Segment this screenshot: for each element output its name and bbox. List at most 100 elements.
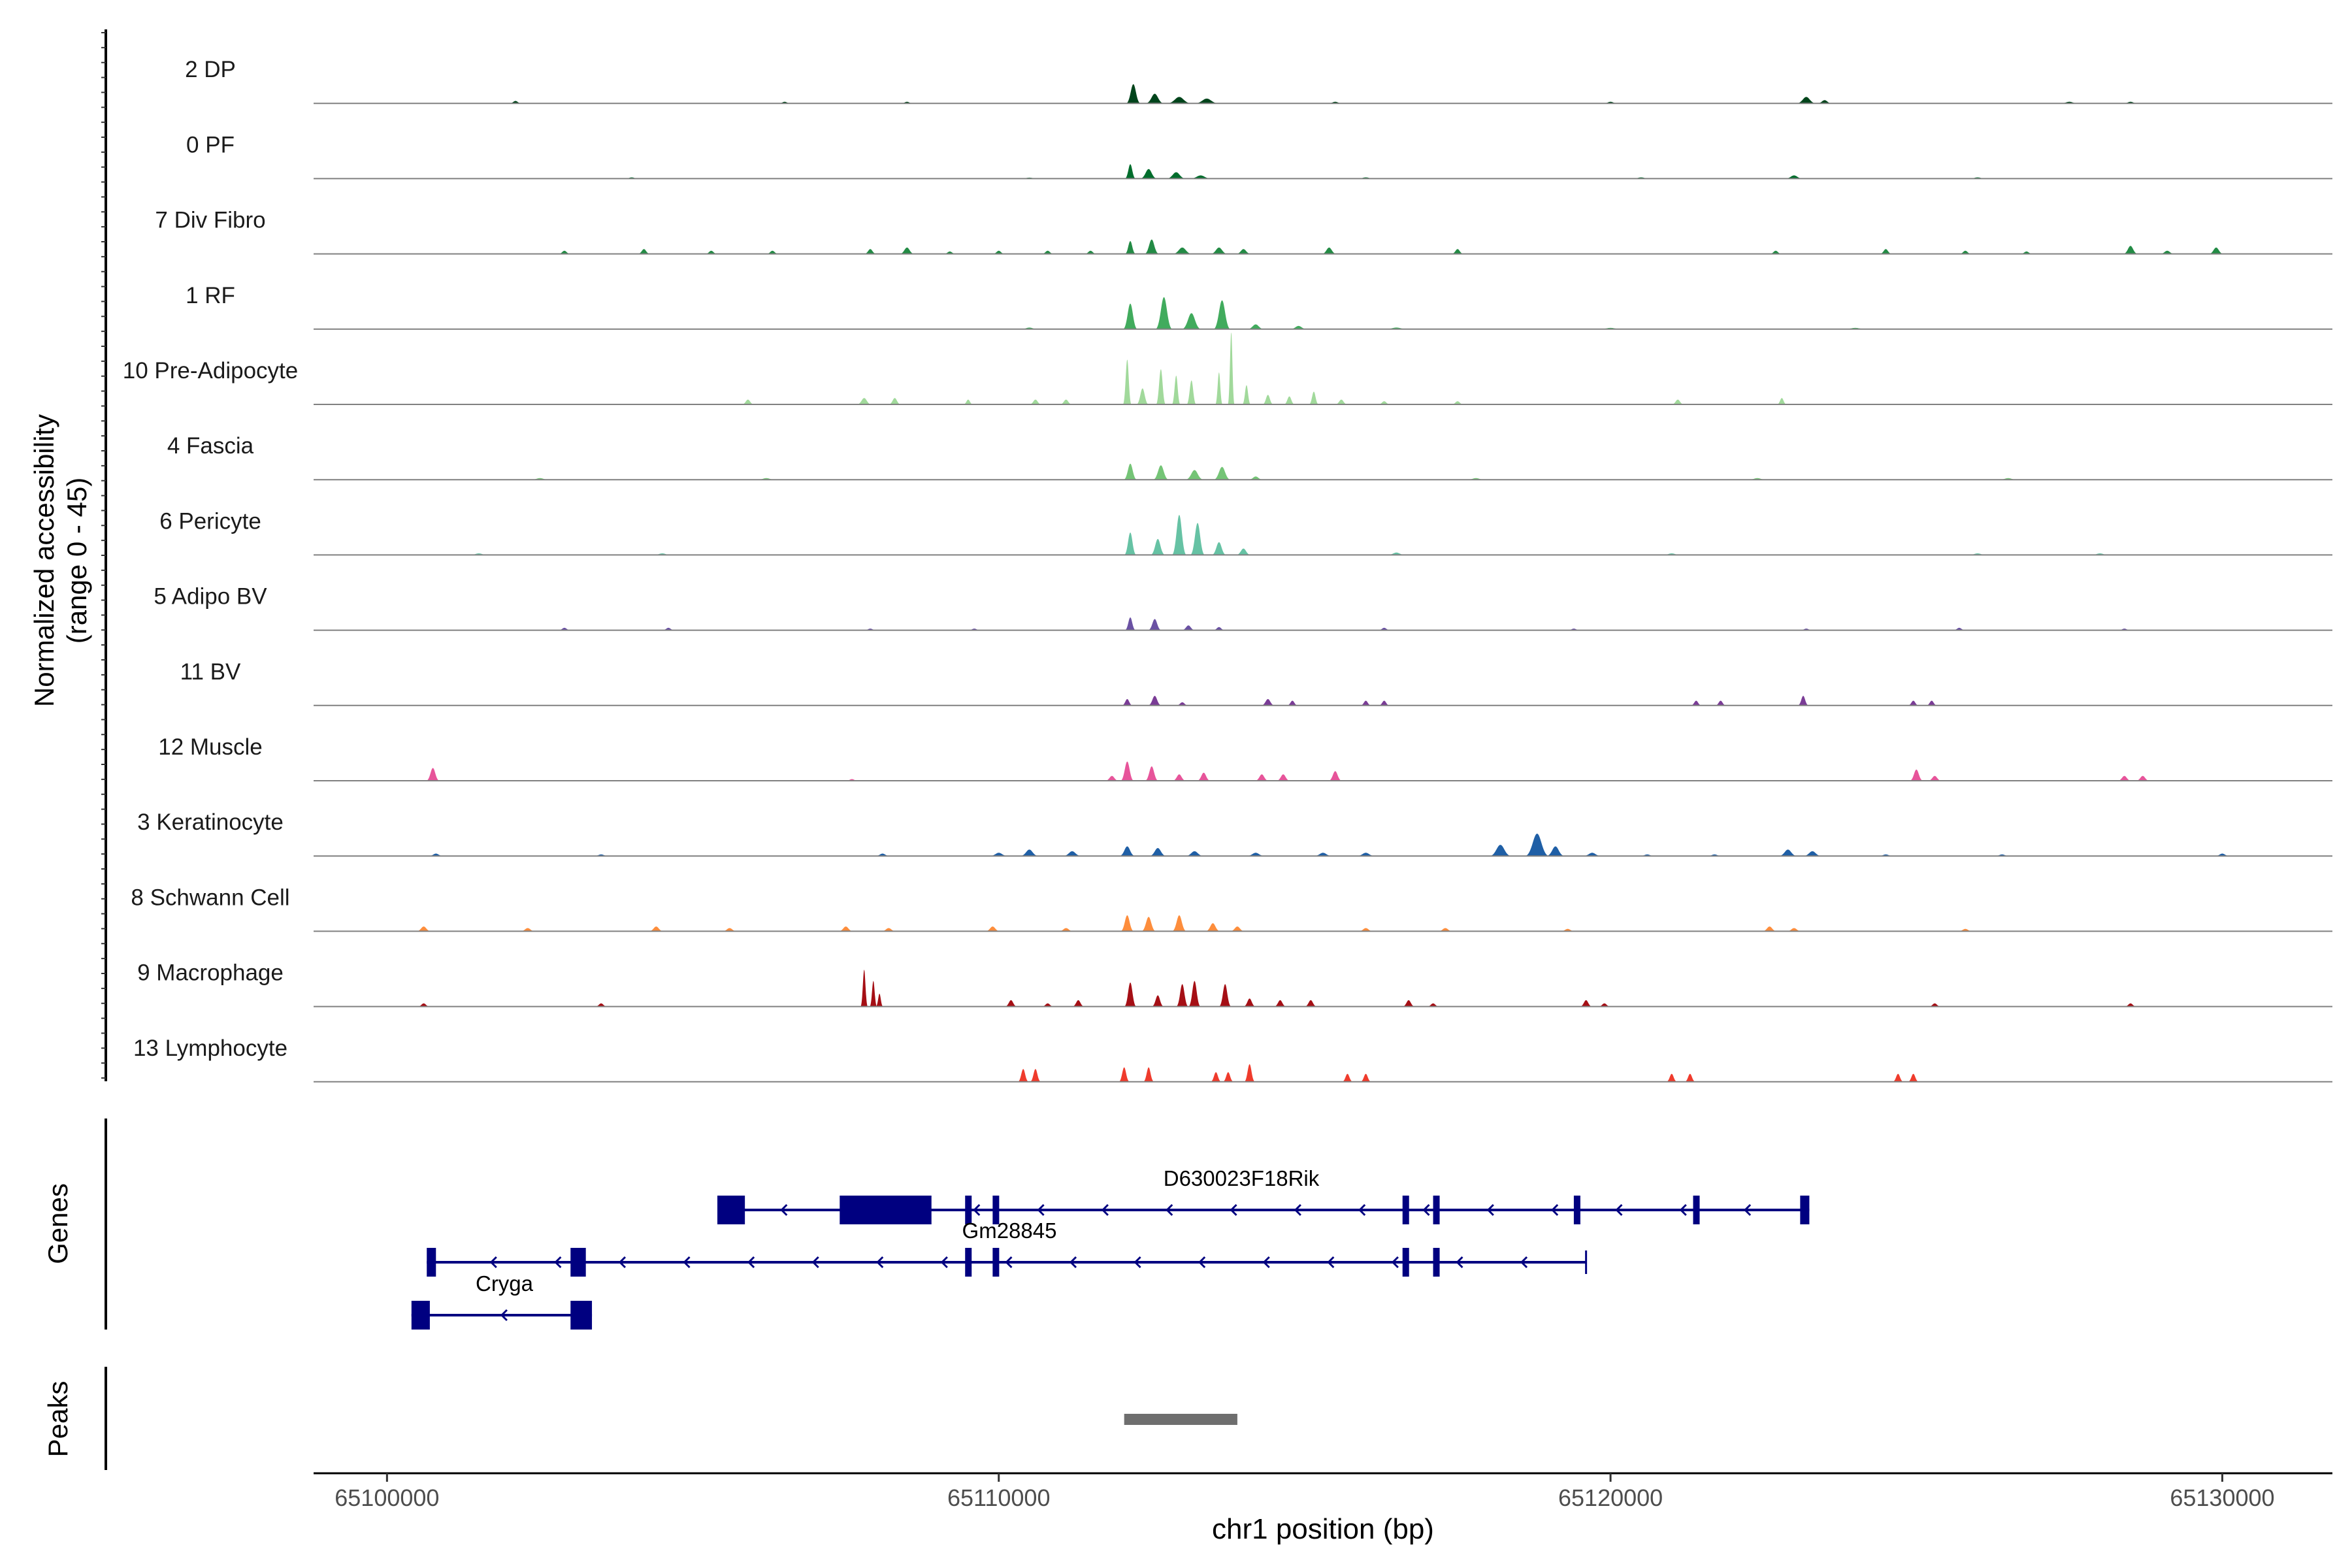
coverage-peak <box>1119 1067 1130 1082</box>
coverage-peak <box>1120 761 1134 781</box>
coverage-peak <box>1218 984 1232 1007</box>
peak-region-bar <box>1124 1414 1237 1425</box>
track-label: 6 Pericyte <box>159 508 261 534</box>
strand-arrow <box>811 1256 819 1269</box>
gene-exon <box>1433 1248 1440 1277</box>
coverage-peak <box>1145 766 1159 781</box>
coverage-peak <box>520 928 535 932</box>
coverage-peak <box>1358 928 1373 932</box>
coverage-peak <box>2123 246 2138 254</box>
track-8: 5 Adipo BV <box>154 584 2332 631</box>
coverage-peak <box>1141 917 1156 932</box>
coverage-peak <box>857 398 872 404</box>
coverage-peak <box>417 1003 430 1007</box>
coverage-peak <box>1041 1003 1054 1007</box>
coverage-peak <box>1378 401 1390 404</box>
gene-exon <box>992 1196 1000 1224</box>
strand-arrow <box>1679 1203 1687 1217</box>
gene-model: Cryga <box>411 1271 593 1330</box>
coverage-peak <box>1105 776 1119 781</box>
coverage-peak <box>1148 696 1162 706</box>
coverage-peak <box>1236 548 1251 555</box>
strand-arrow <box>1037 1203 1045 1217</box>
track-label: 5 Adipo BV <box>154 584 267 610</box>
coverage-peak <box>2117 776 2131 781</box>
strand-arrow <box>1230 1203 1237 1217</box>
gene-exon <box>411 1301 430 1330</box>
coverage-peak <box>1185 470 1204 480</box>
coverage-peak <box>1176 984 1188 1007</box>
gene-exon <box>717 1196 745 1224</box>
track-7: 6 Pericyte <box>159 508 2332 556</box>
coverage-peak <box>1335 399 1348 404</box>
gene-exon <box>1402 1248 1409 1277</box>
coverage-peak <box>1185 851 1204 857</box>
coverage-peak <box>1172 247 1192 254</box>
coverage-peak <box>889 398 901 404</box>
coverage-peak <box>2136 776 2150 781</box>
y-axis-ticks <box>101 32 106 1079</box>
gene-exon <box>570 1248 586 1277</box>
coverage-peak <box>1322 247 1337 254</box>
coverage-peak <box>1063 851 1082 857</box>
coverage-peak <box>2124 1003 2137 1007</box>
x-axis-title: chr1 position (bp) <box>1212 1513 1434 1545</box>
coverage-peak <box>1148 619 1162 630</box>
coverage-peak <box>1171 515 1187 555</box>
coverage-peak <box>2208 247 2224 254</box>
coverage-peak <box>1181 625 1196 630</box>
track-label: 4 Fascia <box>167 433 254 459</box>
coverage-peak <box>1124 241 1136 254</box>
strand-arrow <box>1743 1203 1752 1217</box>
coverage-peak <box>1230 926 1245 932</box>
strand-arrow <box>1456 1256 1463 1269</box>
gene-label: D630023F18Rik <box>1164 1166 1320 1190</box>
coverage-peak <box>1211 542 1227 555</box>
coverage-peak <box>1020 849 1039 857</box>
gene-label: Cryga <box>476 1271 534 1296</box>
track-label: 13 Lymphocyte <box>133 1036 287 1061</box>
track-label: 2 DP <box>185 57 236 82</box>
coverage-peak <box>1140 169 1158 179</box>
strand-arrow <box>554 1256 562 1269</box>
coverage-peak <box>1189 175 1212 179</box>
coverage-peak <box>1176 702 1188 706</box>
coverage-peak <box>1120 915 1134 932</box>
coverage-peak <box>1167 97 1192 104</box>
coverage-peak <box>985 926 1000 932</box>
coverage-peak <box>2159 250 2175 254</box>
x-tick-label: 65120000 <box>1558 1484 1663 1511</box>
coverage-peak <box>1255 774 1269 781</box>
gene-exon <box>1433 1196 1440 1224</box>
peaks-panel-label: Peaks <box>42 1381 73 1458</box>
strand-arrow <box>973 1203 981 1217</box>
coverage-peak <box>1181 313 1201 329</box>
coverage-peak <box>1149 847 1167 857</box>
coverage-peak <box>1928 776 1942 781</box>
track-label: 7 Div Fibro <box>155 208 265 233</box>
strand-arrow <box>940 1256 948 1269</box>
track-label: 0 PF <box>186 132 235 157</box>
coverage-peak <box>1210 1072 1222 1082</box>
coverage-peak <box>1776 398 1787 404</box>
coverage-peak <box>1210 247 1228 254</box>
coverage-peak <box>742 399 755 404</box>
strand-arrow <box>780 1203 788 1217</box>
coverage-peak <box>1222 1072 1234 1082</box>
gene-exon <box>1800 1196 1810 1224</box>
coverage-peak <box>1150 538 1166 555</box>
coverage-peak <box>1379 700 1390 706</box>
gene-annotations: D630023F18Rik Gm28845 Cryga <box>411 1166 1810 1330</box>
coverage-peak <box>1029 399 1042 404</box>
strand-arrow <box>1391 1256 1399 1269</box>
coverage-peak <box>1786 928 1802 932</box>
coverage-peak <box>1197 772 1211 781</box>
coverage-peak <box>1313 853 1333 857</box>
coverage-peak <box>1122 303 1138 329</box>
coverage-peak <box>1784 175 1804 179</box>
gene-label: Gm28845 <box>962 1218 1057 1243</box>
track-12: 8 Schwann Cell <box>131 885 2332 932</box>
coverage-peak <box>1171 915 1187 932</box>
coverage-peak <box>1451 249 1464 254</box>
